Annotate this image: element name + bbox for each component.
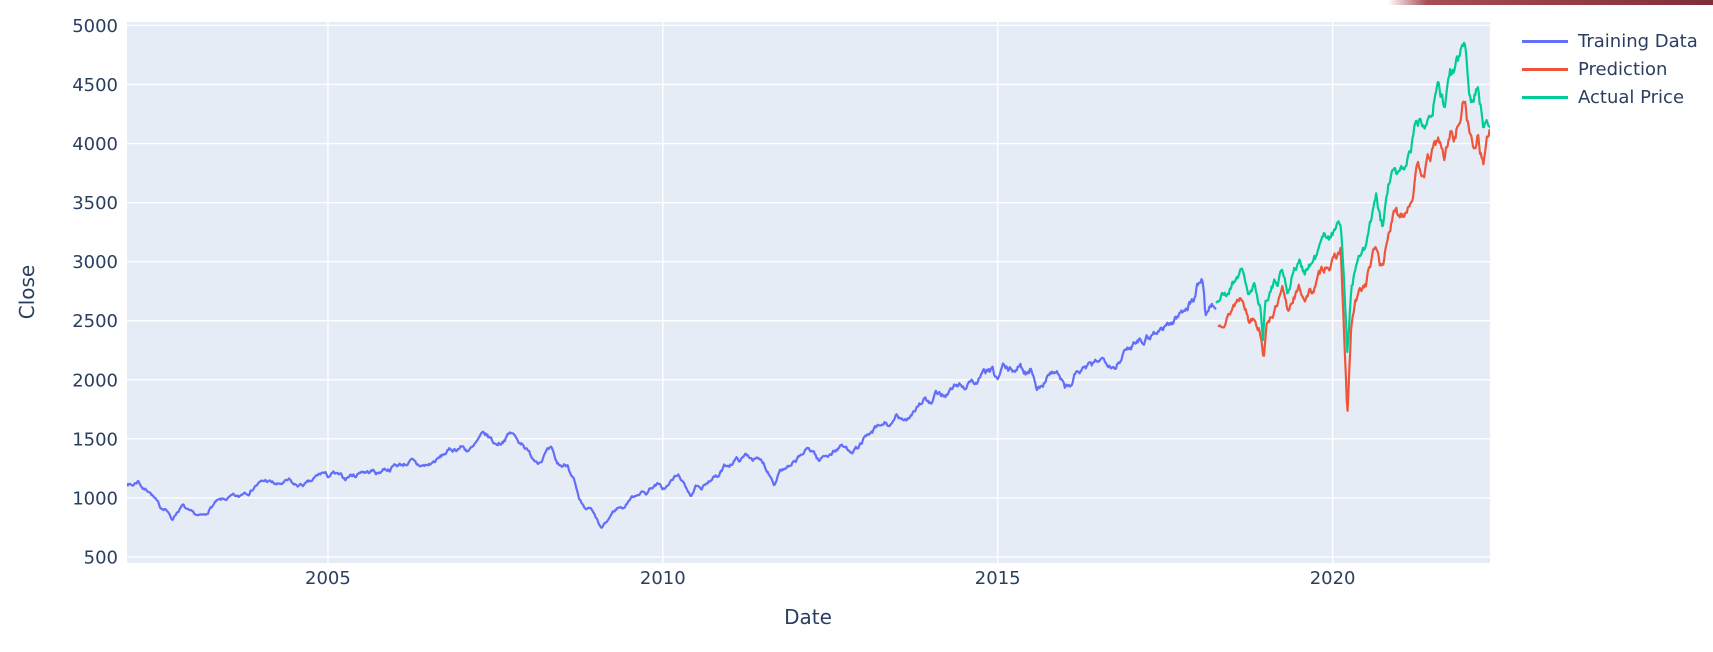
y-tick-label: 1000 xyxy=(72,488,118,509)
x-tick-label: 2020 xyxy=(1310,568,1356,589)
legend: Training Data Prediction Actual Price xyxy=(1522,31,1698,115)
x-axis-title: Date xyxy=(784,605,832,629)
legend-line-swatch xyxy=(1522,96,1568,99)
series-line-actual-price[interactable] xyxy=(1215,41,1490,353)
y-tick-label: 3000 xyxy=(72,252,118,273)
y-tick-label: 2500 xyxy=(72,311,118,332)
legend-item-prediction[interactable]: Prediction xyxy=(1522,59,1698,80)
legend-line-swatch xyxy=(1522,68,1568,71)
series-line-training-data[interactable] xyxy=(127,278,1217,529)
y-tick-label: 4000 xyxy=(72,134,118,155)
x-tick-label: 2005 xyxy=(305,568,351,589)
series-line-prediction[interactable] xyxy=(1217,100,1490,412)
legend-item-label: Training Data xyxy=(1578,31,1698,52)
legend-item-actual-price[interactable]: Actual Price xyxy=(1522,87,1698,108)
x-tick-label: 2010 xyxy=(640,568,686,589)
legend-item-label: Prediction xyxy=(1578,59,1668,80)
legend-item-label: Actual Price xyxy=(1578,87,1685,108)
legend-item-training-data[interactable]: Training Data xyxy=(1522,31,1698,52)
y-tick-label: 500 xyxy=(84,547,118,568)
legend-line-swatch xyxy=(1522,40,1568,43)
y-tick-label: 2000 xyxy=(72,370,118,391)
y-axis-title: Close xyxy=(15,264,39,320)
top-decoration-strip xyxy=(1388,0,1713,5)
plot-area[interactable] xyxy=(127,22,1490,563)
y-tick-label: 4500 xyxy=(72,75,118,96)
y-tick-label: 5000 xyxy=(72,16,118,37)
x-tick-label: 2015 xyxy=(975,568,1021,589)
y-tick-label: 3500 xyxy=(72,193,118,214)
y-tick-label: 1500 xyxy=(72,429,118,450)
